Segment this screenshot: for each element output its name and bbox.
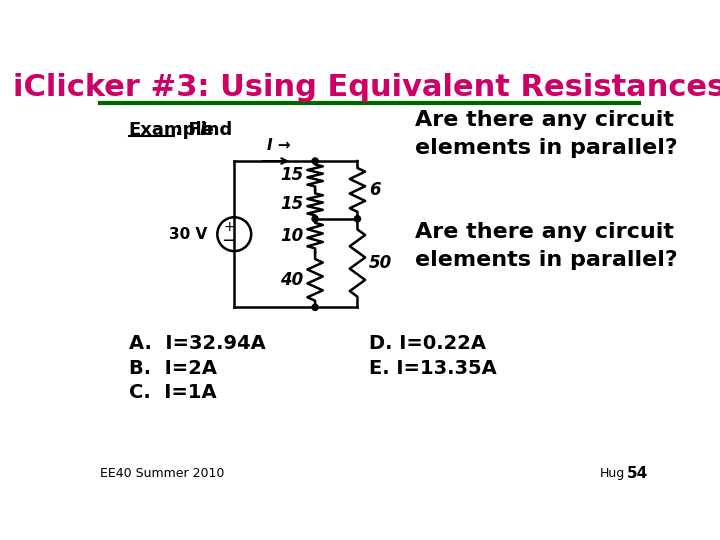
Text: Are there any circuit
elements in parallel?: Are there any circuit elements in parall… (415, 110, 678, 158)
Text: +: + (223, 220, 235, 234)
Text: Hug: Hug (600, 467, 625, 480)
Text: E. I=13.35A: E. I=13.35A (369, 359, 497, 377)
Text: I →: I → (267, 138, 291, 153)
Text: A.  I=32.94A: A. I=32.94A (129, 334, 266, 353)
Text: −: − (221, 232, 236, 250)
Text: I: I (199, 122, 207, 139)
Text: 40: 40 (280, 271, 304, 289)
Text: 6: 6 (369, 181, 381, 199)
Circle shape (312, 215, 318, 222)
Text: 10: 10 (280, 227, 304, 245)
Circle shape (312, 158, 318, 164)
Text: 30 V: 30 V (169, 227, 207, 242)
Text: Example: Example (129, 122, 215, 139)
Text: : Find: : Find (175, 122, 238, 139)
Circle shape (354, 215, 361, 222)
Text: Are there any circuit
elements in parallel?: Are there any circuit elements in parall… (415, 222, 678, 270)
Text: 50: 50 (369, 254, 392, 272)
Text: B.  I=2A: B. I=2A (129, 359, 217, 377)
Text: D. I=0.22A: D. I=0.22A (369, 334, 486, 353)
Text: 54: 54 (627, 466, 648, 481)
Text: iClicker #3: Using Equivalent Resistances: iClicker #3: Using Equivalent Resistance… (13, 73, 720, 103)
Text: C.  I=1A: C. I=1A (129, 383, 217, 402)
Circle shape (312, 304, 318, 310)
Text: EE40 Summer 2010: EE40 Summer 2010 (99, 467, 224, 480)
Text: 15: 15 (280, 195, 304, 213)
Text: 15: 15 (280, 166, 304, 185)
